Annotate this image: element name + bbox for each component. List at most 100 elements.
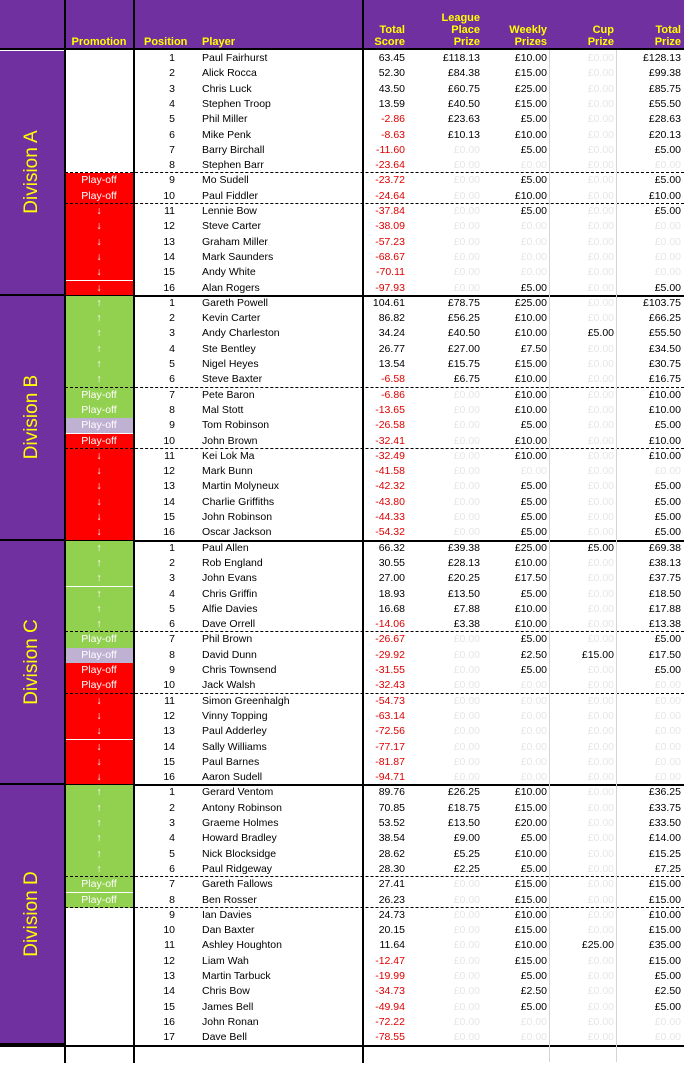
- player-cell: Lennie Bow: [202, 205, 257, 217]
- league-prize-cell: £118.13: [442, 52, 480, 64]
- player-cell: Chris Luck: [202, 82, 252, 95]
- position-cell: 14: [163, 740, 175, 753]
- total-score-cell: -2.86: [381, 113, 405, 126]
- promotion-cell: ↓: [65, 510, 133, 526]
- promotion-cell: ↓: [65, 448, 133, 465]
- cup-prize-cell: £0.00: [587, 220, 614, 233]
- weekly-prize-cell: £5.00: [520, 205, 547, 217]
- cup-prize-cell: £0.00: [587, 97, 614, 110]
- player-cell: Paul Fairhurst: [202, 52, 268, 64]
- player-cell: Vinny Topping: [202, 709, 268, 722]
- weekly-prize-cell: £25.00: [514, 541, 547, 554]
- weekly-prize-cell: £15.00: [514, 878, 547, 891]
- total-score-cell: 20.15: [378, 924, 405, 937]
- column-border: [362, 0, 364, 1063]
- promotion-cell: [65, 51, 133, 67]
- cup-prize-cell: £0.00: [587, 312, 614, 325]
- total-score-cell: -54.73: [375, 694, 405, 707]
- cup-prize-cell: £0.00: [587, 832, 614, 845]
- promotion-cell: ↑: [65, 571, 133, 587]
- cup-prize-cell: £0.00: [587, 847, 614, 860]
- cup-prize-cell: £0.00: [587, 755, 614, 768]
- position-cell: 5: [169, 358, 175, 370]
- total-prize-cell: £5.00: [654, 495, 681, 508]
- league-prize-cell: £0.00: [453, 220, 480, 233]
- league-prize-cell: £0.00: [453, 985, 480, 998]
- total-score-cell: 26.77: [378, 342, 405, 355]
- division-border: [0, 294, 684, 297]
- league-prize-cell: £0.00: [453, 281, 480, 294]
- total-prize-cell: £14.00: [648, 832, 681, 845]
- total-prize-cell: £99.38: [648, 67, 681, 80]
- position-cell: 11: [164, 939, 175, 952]
- promotion-cell: ↑: [65, 341, 133, 357]
- cup-prize-cell: £0.00: [587, 1031, 614, 1044]
- league-prize-cell: £0.00: [453, 266, 480, 279]
- total-score-cell: 27.41: [378, 878, 405, 891]
- player-cell: Alan Rogers: [202, 281, 260, 294]
- promotion-cell: ↓: [65, 754, 133, 771]
- position-cell: 8: [169, 648, 175, 661]
- cup-prize-cell: £0.00: [587, 771, 614, 784]
- weekly-prize-cell: £0.00: [520, 694, 547, 707]
- cup-prize-cell: £0.00: [587, 817, 614, 829]
- promotion-cell: [65, 96, 133, 113]
- total-prize-cell: £30.75: [648, 358, 681, 370]
- league-prize-cell: £0.00: [453, 633, 480, 646]
- weekly-prize-cell: £10.00: [514, 327, 547, 340]
- league-prize-cell: £0.00: [453, 403, 480, 416]
- weekly-prize-cell: £10.00: [514, 52, 547, 64]
- league-prize-cell: £0.00: [453, 1015, 480, 1028]
- total-score-cell: 24.73: [378, 908, 405, 921]
- weekly-prize-cell: £7.50: [520, 342, 547, 355]
- total-score-cell: -68.67: [375, 250, 405, 263]
- total-prize-cell: £38.13: [648, 556, 681, 569]
- player-cell: Oscar Jackson: [202, 526, 272, 539]
- player-cell: John Brown: [202, 434, 258, 447]
- weekly-prize-cell: £2.50: [520, 985, 547, 998]
- player-cell: Charlie Griffiths: [202, 495, 275, 508]
- position-cell: 15: [163, 1000, 175, 1013]
- cup-prize-cell: £0.00: [587, 465, 614, 478]
- league-prize-cell: £0.00: [453, 495, 480, 508]
- league-prize-cell: £0.00: [453, 480, 480, 493]
- promotion-cell: [65, 158, 133, 174]
- total-score-cell: -63.14: [375, 709, 405, 722]
- player-cell: Ian Davies: [202, 908, 252, 921]
- weekly-prize-cell: £5.00: [520, 113, 547, 126]
- division-label: Division A: [0, 51, 64, 296]
- total-score-cell: -97.93: [375, 281, 405, 294]
- cup-prize-cell: £0.00: [587, 786, 614, 799]
- cup-prize-cell: £0.00: [587, 985, 614, 998]
- cup-prize-cell: £0.00: [587, 419, 614, 432]
- total-score-cell: 28.30: [378, 862, 405, 875]
- player-cell: James Bell: [202, 1000, 254, 1013]
- league-prize-cell: £0.00: [453, 143, 480, 156]
- position-cell: 16: [163, 771, 175, 784]
- total-prize-cell: £15.00: [648, 893, 681, 906]
- total-score-cell: 89.76: [378, 786, 405, 799]
- league-prize-cell: £0.00: [453, 189, 480, 202]
- header-border: [0, 48, 684, 50]
- position-cell: 11: [164, 205, 175, 217]
- total-score-cell: -14.06: [375, 618, 405, 631]
- promotion-cell: ↓: [65, 280, 133, 296]
- cup-prize-cell: £0.00: [587, 709, 614, 722]
- position-cell: 3: [169, 817, 175, 829]
- player-cell: Stephen Barr: [202, 159, 264, 172]
- total-prize-cell: £28.63: [648, 113, 681, 126]
- player-cell: Dave Bell: [202, 1031, 247, 1044]
- header-total-score-line2: Score: [374, 36, 405, 48]
- total-prize-cell: £15.25: [648, 847, 681, 860]
- position-cell: 1: [169, 541, 175, 554]
- header-total-score-line1: Total: [379, 24, 405, 36]
- promotion-cell: [65, 81, 133, 97]
- position-cell: 8: [169, 403, 175, 416]
- promotion-cell: [65, 938, 133, 954]
- total-score-cell: 66.32: [378, 541, 405, 554]
- promotion-cell: [65, 66, 133, 82]
- league-prize-cell: £0.00: [453, 388, 480, 401]
- weekly-prize-cell: £5.00: [520, 419, 547, 432]
- league-prize-cell: £7.88: [453, 602, 480, 615]
- promotion-cell: Play-off: [65, 877, 133, 893]
